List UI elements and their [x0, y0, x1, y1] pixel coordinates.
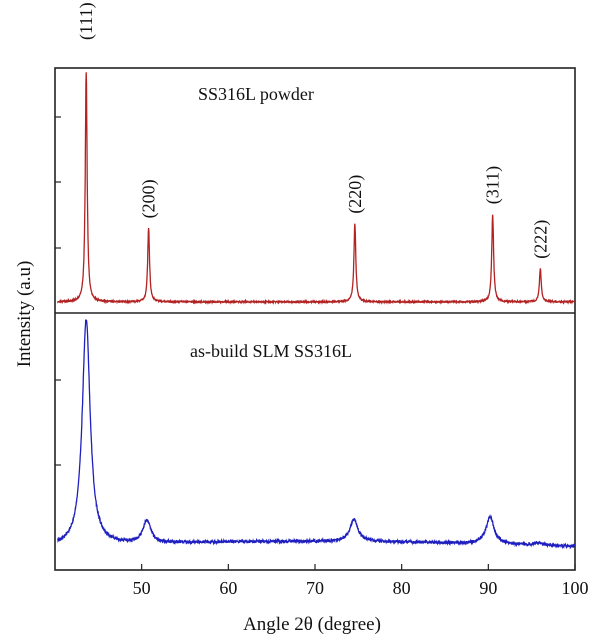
plot-area: 50 60 70 80 90 100 SS316L powder (111) (200) (220…: [54, 2, 589, 598]
y-axis-label: Intensity (a.u): [14, 261, 35, 368]
peak-label: (200): [139, 179, 160, 218]
x-tick-label: 50: [133, 578, 151, 598]
peak-label: (311): [483, 166, 504, 204]
powder-panel-label: SS316L powder: [198, 84, 314, 104]
x-tick-label: 100: [562, 578, 589, 598]
plot-frame: [54, 67, 576, 571]
x-tick-label: 80: [393, 578, 411, 598]
powder-pattern-line: [56, 72, 576, 305]
peak-label: (220): [345, 175, 366, 214]
x-tick-label: 90: [479, 578, 497, 598]
peak-label: (222): [530, 220, 551, 259]
slm-pattern-line: [57, 319, 576, 550]
x-tick-label: 60: [219, 578, 237, 598]
slm-panel-label: as-build SLM SS316L: [190, 341, 352, 361]
x-tick-label: 70: [306, 578, 324, 598]
x-axis-label: Angle 2θ (degree): [243, 614, 381, 635]
peak-label: (111): [76, 2, 97, 40]
